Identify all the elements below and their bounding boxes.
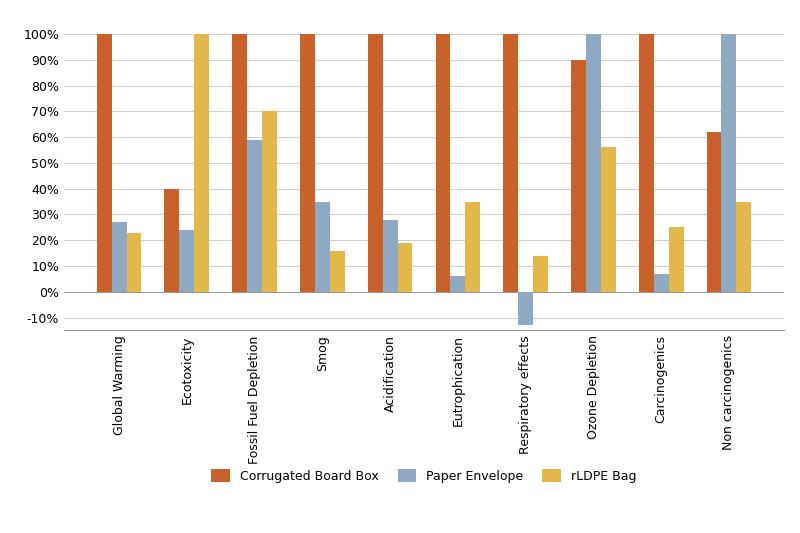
Legend: Corrugated Board Box, Paper Envelope, rLDPE Bag: Corrugated Board Box, Paper Envelope, rL…	[206, 464, 642, 488]
Bar	[97, 34, 112, 292]
Bar	[466, 201, 480, 292]
Bar	[706, 132, 722, 292]
Bar	[165, 189, 179, 292]
Bar	[435, 34, 450, 292]
Bar	[247, 140, 262, 292]
Bar	[382, 220, 398, 292]
Bar	[330, 251, 345, 292]
Bar	[315, 201, 330, 292]
Bar	[112, 222, 126, 292]
Bar	[368, 34, 382, 292]
Bar	[450, 276, 466, 292]
Bar	[638, 34, 654, 292]
Bar	[571, 60, 586, 292]
Bar	[126, 232, 142, 292]
Bar	[722, 34, 736, 292]
Bar	[262, 111, 277, 292]
Bar	[669, 228, 683, 292]
Bar	[601, 148, 616, 292]
Bar	[654, 274, 669, 292]
Bar	[503, 34, 518, 292]
Bar	[586, 34, 601, 292]
Bar	[398, 243, 413, 292]
Bar	[533, 256, 548, 292]
Bar	[736, 201, 751, 292]
Bar	[300, 34, 315, 292]
Bar	[179, 230, 194, 292]
Bar	[232, 34, 247, 292]
Bar	[194, 34, 210, 292]
Bar	[518, 292, 533, 325]
